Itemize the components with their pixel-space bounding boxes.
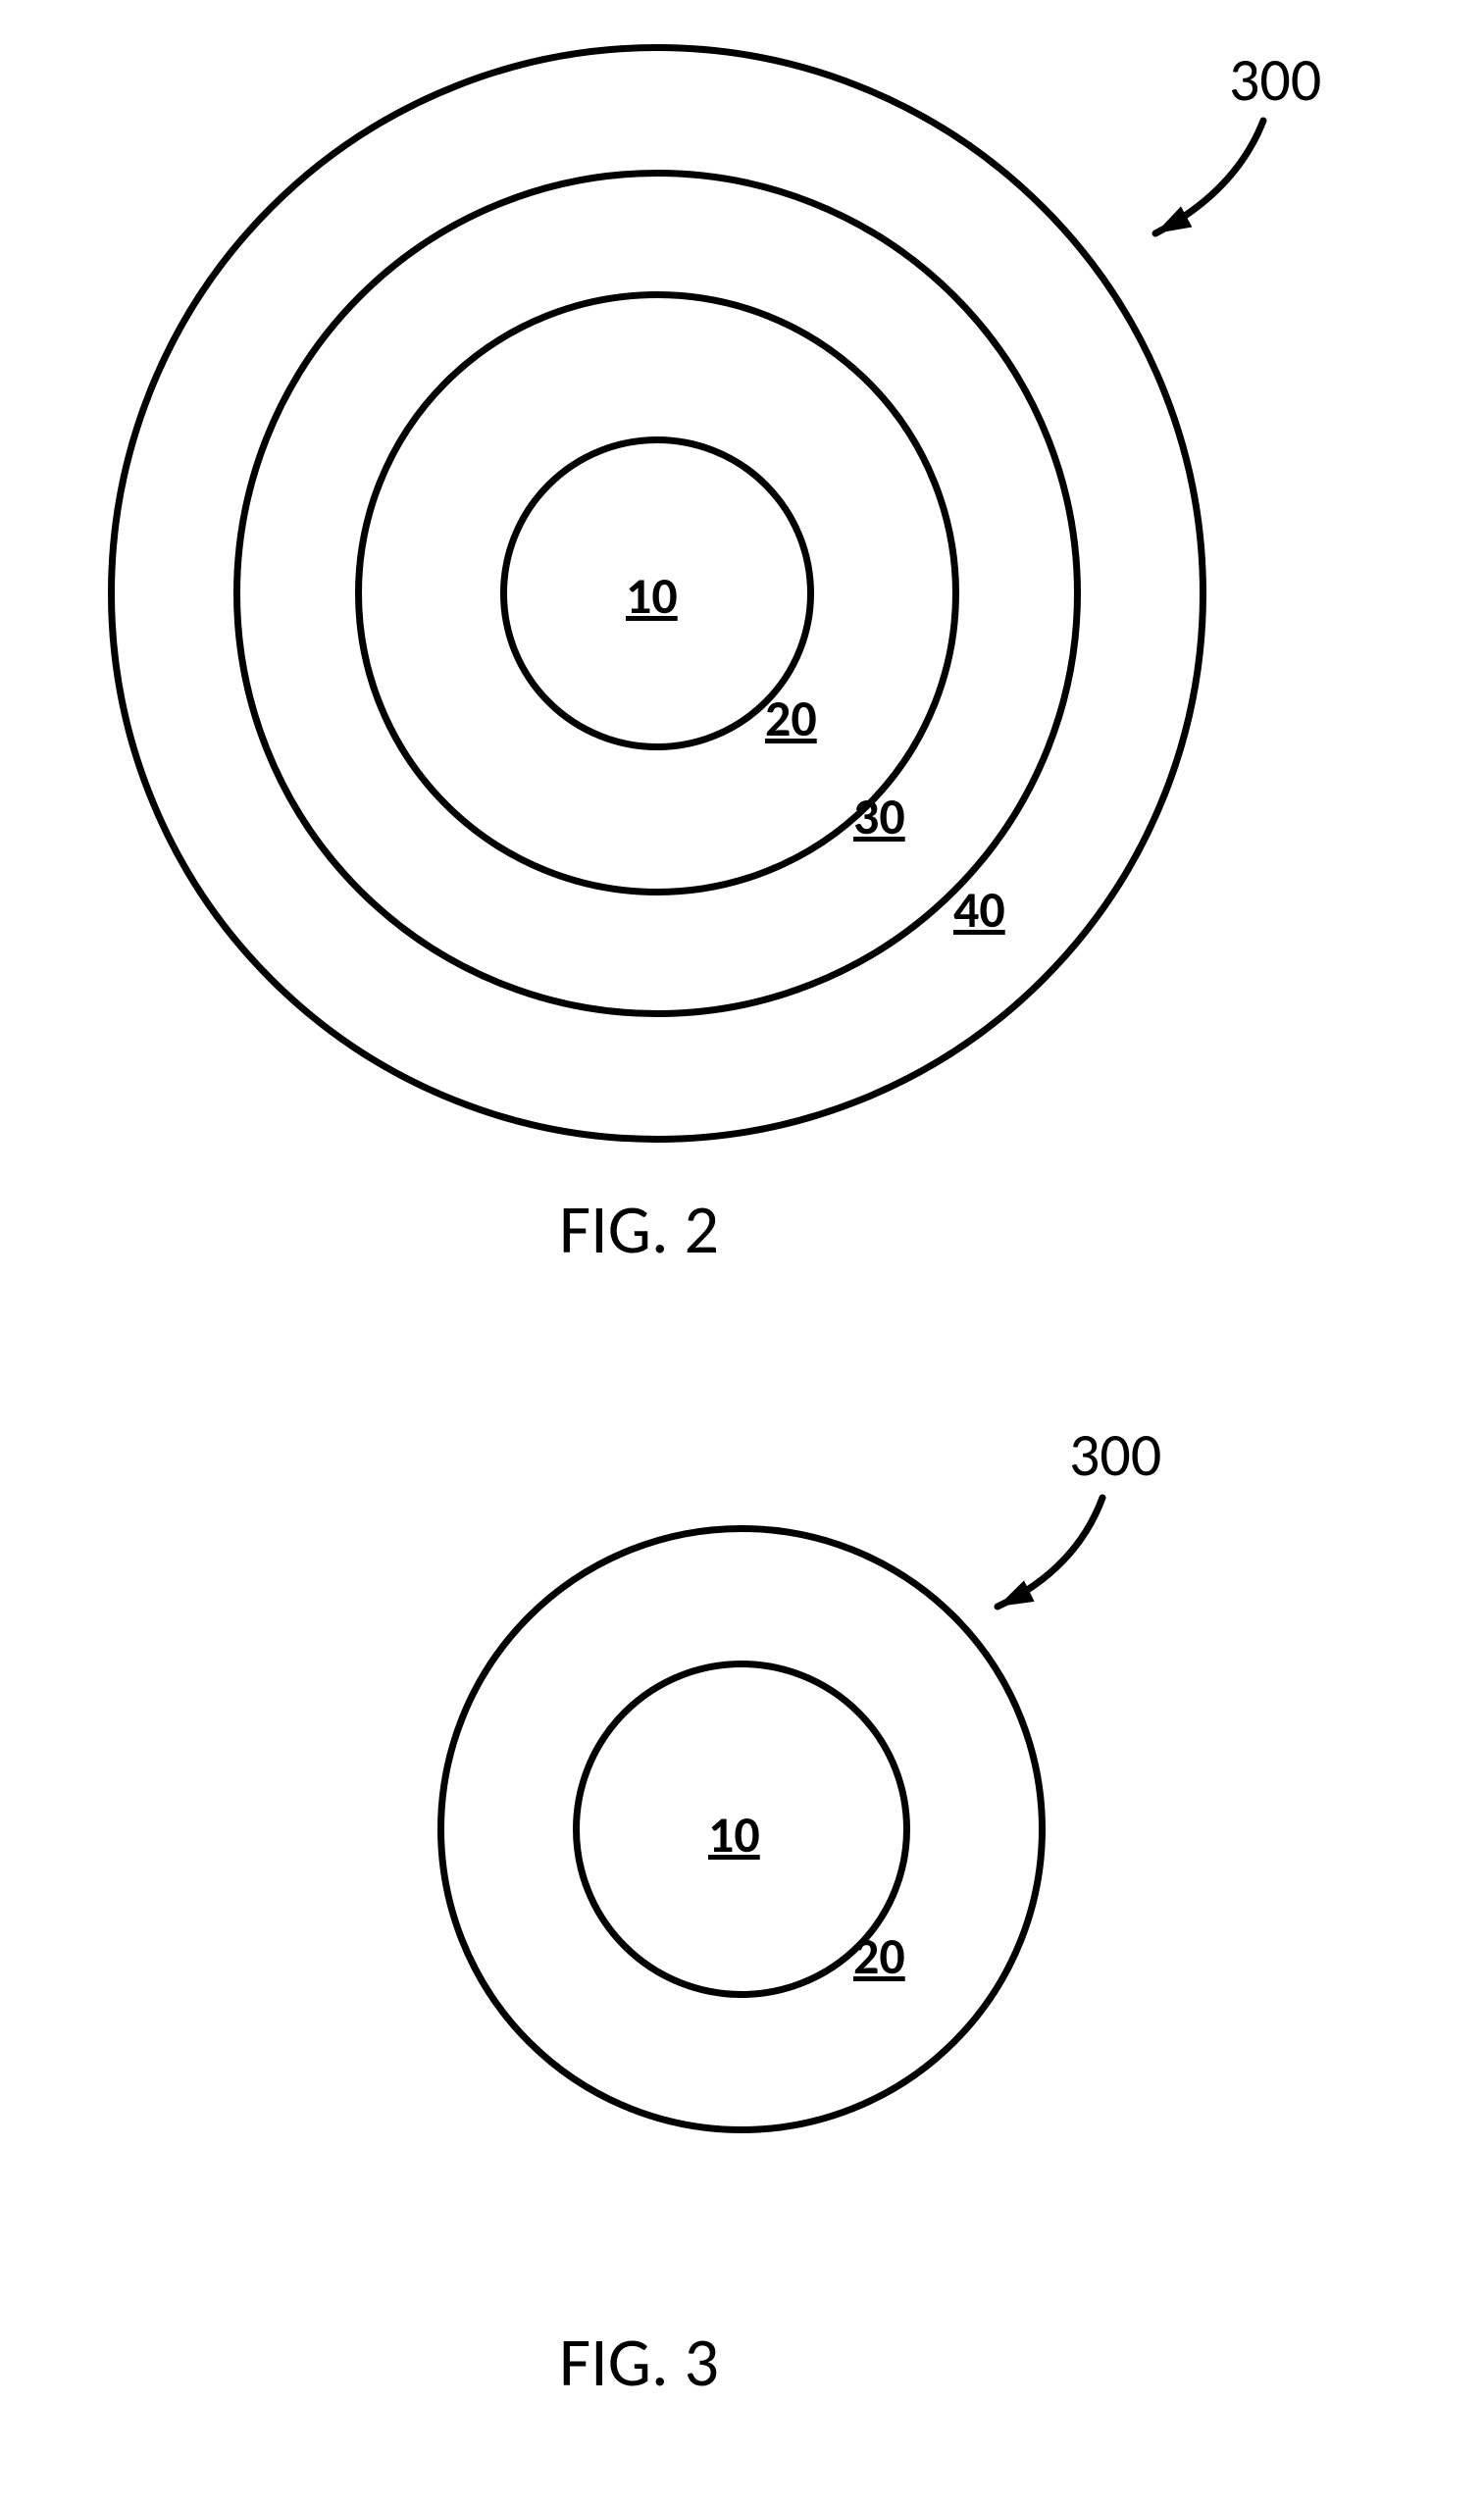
- fig3-callout-300: 300: [1069, 1417, 1161, 1492]
- fig2-callout-300: 300: [1229, 42, 1321, 117]
- fig3-caption: FIG. 3: [559, 2320, 719, 2404]
- fig3-label-20: 20: [853, 1924, 905, 1987]
- fig2-caption: FIG. 2: [559, 1187, 719, 1271]
- fig2-label-30: 30: [853, 785, 905, 847]
- fig2-label-40: 40: [953, 878, 1005, 941]
- fig2-label-10: 10: [626, 564, 678, 627]
- fig2-label-20: 20: [765, 687, 817, 749]
- fig3-label-10: 10: [708, 1803, 760, 1866]
